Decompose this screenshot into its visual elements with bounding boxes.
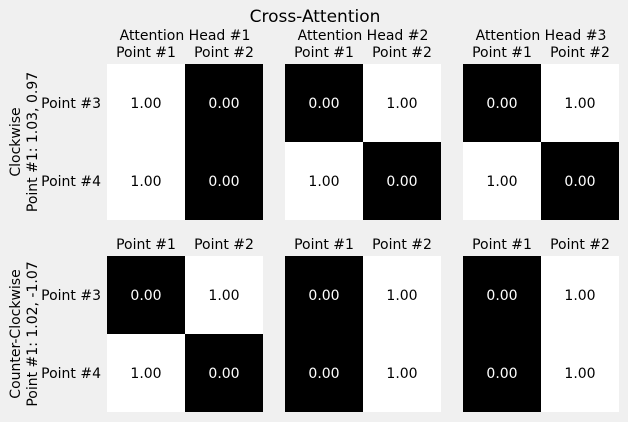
- cell-value-label: 0.00: [564, 174, 595, 190]
- row-label: Point #1: 1.03, 0.97: [25, 72, 41, 212]
- figure-title: Cross-Attention: [250, 7, 381, 27]
- x-tick-label: Point #2: [372, 237, 432, 253]
- cell-value-label: 1.00: [130, 96, 161, 112]
- x-tick-label: Point #1: [116, 45, 176, 61]
- x-tick-label: Point #2: [194, 237, 254, 253]
- cell-value-label: 1.00: [130, 174, 161, 190]
- cell-value-label: 1.00: [386, 366, 417, 382]
- cell-value-label: 0.00: [308, 288, 339, 304]
- cell-value-label: 0.00: [486, 96, 517, 112]
- x-tick-label: Point #1: [472, 45, 532, 61]
- cell-value-label: 1.00: [130, 366, 161, 382]
- heatmap-cell: [463, 334, 541, 412]
- y-tick-label: Point #4: [41, 366, 101, 382]
- cell-value-label: 1.00: [564, 288, 595, 304]
- heatmap-cell: [463, 64, 541, 142]
- y-tick-label: Point #3: [41, 96, 101, 112]
- x-tick-label: Point #2: [194, 45, 254, 61]
- cell-value-label: 0.00: [486, 288, 517, 304]
- cell-value-label: 1.00: [308, 174, 339, 190]
- cell-value-label: 0.00: [208, 366, 239, 382]
- x-tick-label: Point #1: [116, 237, 176, 253]
- heatmap-cell: [107, 142, 185, 220]
- cell-value-label: 1.00: [564, 96, 595, 112]
- heatmap-cell: [363, 334, 441, 412]
- column-title: Attention Head #3: [476, 28, 607, 44]
- cell-value-label: 0.00: [208, 96, 239, 112]
- heatmap-cell: [285, 256, 363, 334]
- cell-value-label: 0.00: [308, 366, 339, 382]
- row-label: Clockwise: [8, 107, 24, 176]
- cell-value-label: 1.00: [386, 96, 417, 112]
- heatmap-cell: [285, 142, 363, 220]
- x-tick-label: Point #1: [294, 45, 354, 61]
- heatmap-grid: Attention Head #1 Attention Head #2 Attent…: [8, 28, 619, 412]
- x-tick-label: Point #1: [472, 237, 532, 253]
- heatmap-cell: [541, 142, 619, 220]
- row-label: Counter-Clockwise: [8, 269, 24, 398]
- cell-value-label: 0.00: [486, 366, 517, 382]
- heatmap-cell: [285, 64, 363, 142]
- column-title: Attention Head #2: [298, 28, 429, 44]
- heatmap-cell: [107, 64, 185, 142]
- heatmap-cell: [185, 256, 263, 334]
- heatmap-cell: [541, 64, 619, 142]
- heatmap-cell: [541, 256, 619, 334]
- y-tick-label: Point #4: [41, 174, 101, 190]
- heatmap-cell: [363, 256, 441, 334]
- column-title: Attention Head #1: [120, 28, 251, 44]
- cell-value-label: 1.00: [386, 288, 417, 304]
- heatmap-cell: [363, 142, 441, 220]
- heatmap-cell: [463, 256, 541, 334]
- x-tick-label: Point #2: [550, 237, 610, 253]
- x-tick-label: Point #1: [294, 237, 354, 253]
- heatmap-cell: [463, 142, 541, 220]
- heatmap-cell: [185, 142, 263, 220]
- heatmap-cell: [363, 64, 441, 142]
- heatmap-cell: [185, 64, 263, 142]
- heatmap-cell: [541, 334, 619, 412]
- x-tick-label: Point #2: [550, 45, 610, 61]
- heatmap-cell: [285, 334, 363, 412]
- y-tick-label: Point #3: [41, 288, 101, 304]
- heatmap-cell: [107, 256, 185, 334]
- heatmap-cell: [185, 334, 263, 412]
- cell-value-label: 0.00: [130, 288, 161, 304]
- cell-value-label: 0.00: [386, 174, 417, 190]
- row-label: Point #1: 1.02, -1.07: [25, 261, 41, 406]
- cell-value-label: 0.00: [308, 96, 339, 112]
- cell-value-label: 0.00: [208, 174, 239, 190]
- cell-value-label: 1.00: [564, 366, 595, 382]
- x-tick-label: Point #2: [372, 45, 432, 61]
- cell-value-label: 1.00: [208, 288, 239, 304]
- heatmap-cell: [107, 334, 185, 412]
- cell-value-label: 1.00: [486, 174, 517, 190]
